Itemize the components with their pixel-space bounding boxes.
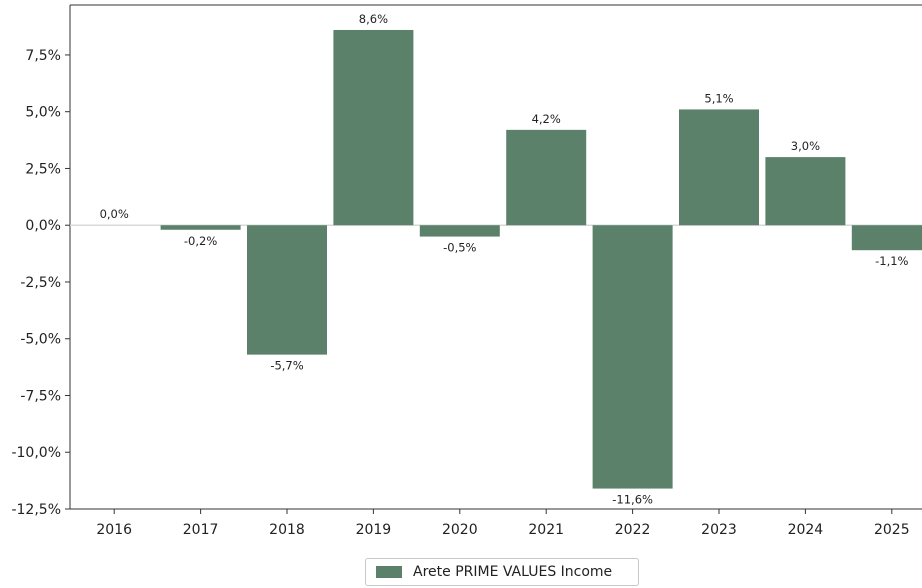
x-tick-label: 2022 — [615, 522, 651, 538]
bars — [160, 29, 922, 489]
x-tick-label: 2025 — [874, 522, 910, 538]
bar — [247, 225, 327, 355]
y-tick-label: -5,0% — [20, 332, 61, 348]
data-label: 8,6% — [359, 12, 388, 26]
data-label: 3,0% — [791, 139, 820, 153]
bar — [765, 157, 846, 226]
x-tick-label: 2023 — [701, 522, 737, 538]
x-tick-label: 2021 — [528, 522, 564, 538]
y-tick-label: 2,5% — [25, 161, 61, 177]
x-tick-label: 2017 — [183, 522, 219, 538]
bar — [160, 225, 241, 230]
legend-swatch — [376, 566, 402, 578]
legend: Arete PRIME VALUES Income — [365, 558, 639, 586]
y-tick-label: 0,0% — [25, 218, 61, 234]
bar — [333, 29, 414, 226]
legend-label: Arete PRIME VALUES Income — [413, 564, 613, 580]
y-tick-label: 7,5% — [25, 48, 61, 64]
y-tick-label: -10,0% — [11, 445, 61, 461]
data-label: -11,6% — [612, 493, 653, 507]
x-tick-label: 2016 — [96, 522, 132, 538]
data-label: -5,7% — [270, 359, 303, 373]
y-tick-label: 5,0% — [25, 105, 61, 121]
data-labels: 0,0% -0,2% -5,7% 8,6% -0,5% 4,2% -11,6% 5,1% 3,0… — [100, 12, 909, 507]
bar — [592, 225, 673, 489]
y-tick-label: -7,5% — [20, 388, 61, 404]
x-tick-label: 2019 — [356, 522, 392, 538]
data-label: 5,1% — [704, 91, 733, 105]
data-label: -1,1% — [875, 254, 908, 268]
data-label: -0,5% — [443, 241, 476, 255]
y-tick-label: -12,5% — [11, 502, 61, 518]
bar — [851, 225, 922, 251]
bar — [506, 129, 587, 226]
x-tick-label: 2018 — [269, 522, 305, 538]
y-tick-label: -2,5% — [20, 275, 61, 291]
data-label: 0,0% — [100, 207, 129, 221]
bar — [679, 109, 759, 226]
x-tick-label: 2024 — [788, 522, 824, 538]
x-tick-label: 2020 — [442, 522, 478, 538]
data-label: -0,2% — [184, 234, 217, 248]
plot-area: 7,5% 5,0% 2,5% 0,0% -2,5% -5,0% -7,5% -10,0% -12… — [11, 4, 922, 538]
bar — [419, 225, 500, 237]
data-label: 4,2% — [532, 112, 561, 126]
